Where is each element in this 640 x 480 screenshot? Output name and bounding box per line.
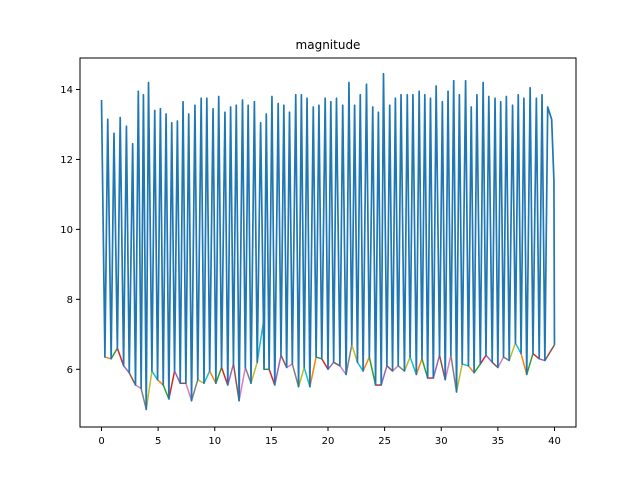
trough-segment: [215, 367, 223, 384]
trough-segment: [438, 355, 446, 380]
trough-segment: [351, 344, 359, 363]
trough-segment: [508, 342, 517, 361]
x-tick-label: 5: [155, 436, 161, 447]
trough-segment: [227, 363, 235, 386]
trough-segment: [392, 365, 399, 372]
trough-segment: [220, 367, 229, 386]
trough-segment: [286, 363, 293, 369]
x-tick-label: 35: [491, 436, 504, 447]
trough-segment: [491, 361, 499, 369]
trough-segment: [526, 353, 534, 375]
trough-segment: [532, 352, 540, 360]
trough-segment: [297, 367, 305, 387]
trough-segment: [250, 362, 258, 384]
trough-segments: [104, 321, 556, 410]
trough-segment: [380, 365, 388, 386]
trough-segment: [497, 356, 505, 368]
x-axis: 0 5 10 15 20 25 30 35 40: [98, 427, 561, 447]
trough-segment: [208, 370, 217, 384]
chart-title: magnitude: [296, 38, 361, 52]
trough-segment: [168, 370, 176, 400]
trough-segment: [409, 356, 418, 375]
trough-segment: [151, 370, 159, 381]
trough-segment: [485, 354, 493, 363]
trough-segment: [268, 369, 276, 386]
trough-segment: [362, 356, 371, 372]
trough-segment: [415, 358, 423, 375]
series-line-main: [100, 72, 556, 411]
trough-segment: [544, 344, 556, 361]
trough-segment: [538, 358, 546, 362]
series-main: [100, 72, 556, 411]
x-tick-label: 0: [98, 436, 104, 447]
trough-segment: [173, 370, 181, 384]
trough-segment: [145, 370, 153, 410]
x-tick-label: 25: [378, 436, 391, 447]
y-axis: 6 8 10 12 14: [60, 85, 80, 376]
trough-segment: [157, 379, 164, 386]
trough-segment: [327, 361, 335, 370]
trough-segment: [455, 363, 463, 393]
trough-segment: [403, 356, 411, 372]
trough-segment: [315, 356, 322, 360]
trough-segment: [333, 361, 341, 367]
trough-segment: [461, 363, 469, 367]
trough-segment: [444, 355, 452, 380]
trough-segment: [256, 321, 265, 363]
trough-segment: [356, 361, 364, 372]
trough-segment: [421, 358, 429, 379]
x-tick-label: 10: [208, 436, 221, 447]
trough-segment: [514, 342, 522, 354]
trough-segment: [386, 365, 394, 372]
trough-segment: [467, 365, 475, 374]
trough-segment: [503, 356, 510, 362]
trough-segment: [303, 367, 311, 387]
trough-segment: [309, 356, 317, 387]
trough-segment: [197, 379, 205, 384]
trough-segment: [128, 372, 137, 386]
trough-segment: [123, 365, 130, 374]
trough-segment: [397, 365, 405, 372]
trough-segment: [203, 370, 211, 384]
x-tick-label: 20: [322, 436, 335, 447]
trough-segment: [368, 356, 377, 386]
trough-segment: [190, 379, 199, 401]
trough-segment: [520, 353, 528, 375]
trough-segment: [244, 367, 252, 384]
trough-segment: [432, 355, 441, 379]
y-tick-label: 12: [60, 155, 73, 166]
trough-segment: [291, 363, 300, 387]
trough-segment: [232, 363, 240, 401]
trough-segment: [116, 348, 125, 367]
trough-segment: [479, 354, 487, 365]
y-tick-label: 14: [60, 85, 73, 96]
trough-segment: [473, 363, 481, 374]
x-tick-label: 40: [548, 436, 561, 447]
trough-segment: [321, 358, 329, 370]
y-tick-label: 6: [67, 365, 73, 376]
trough-segment: [104, 356, 112, 360]
trough-segment: [339, 365, 347, 375]
x-tick-label: 15: [265, 436, 278, 447]
trough-segment: [162, 384, 170, 400]
y-tick-label: 10: [60, 225, 73, 236]
trough-segment: [345, 344, 353, 375]
trough-segment: [110, 347, 119, 360]
trough-segment: [185, 383, 193, 402]
trough-segment: [450, 355, 458, 393]
trough-segment: [280, 354, 288, 368]
trough-segment: [274, 355, 282, 386]
trough-segment: [238, 367, 247, 401]
x-tick-label: 30: [435, 436, 448, 447]
trough-segment: [135, 384, 142, 390]
y-tick-label: 8: [67, 295, 73, 306]
